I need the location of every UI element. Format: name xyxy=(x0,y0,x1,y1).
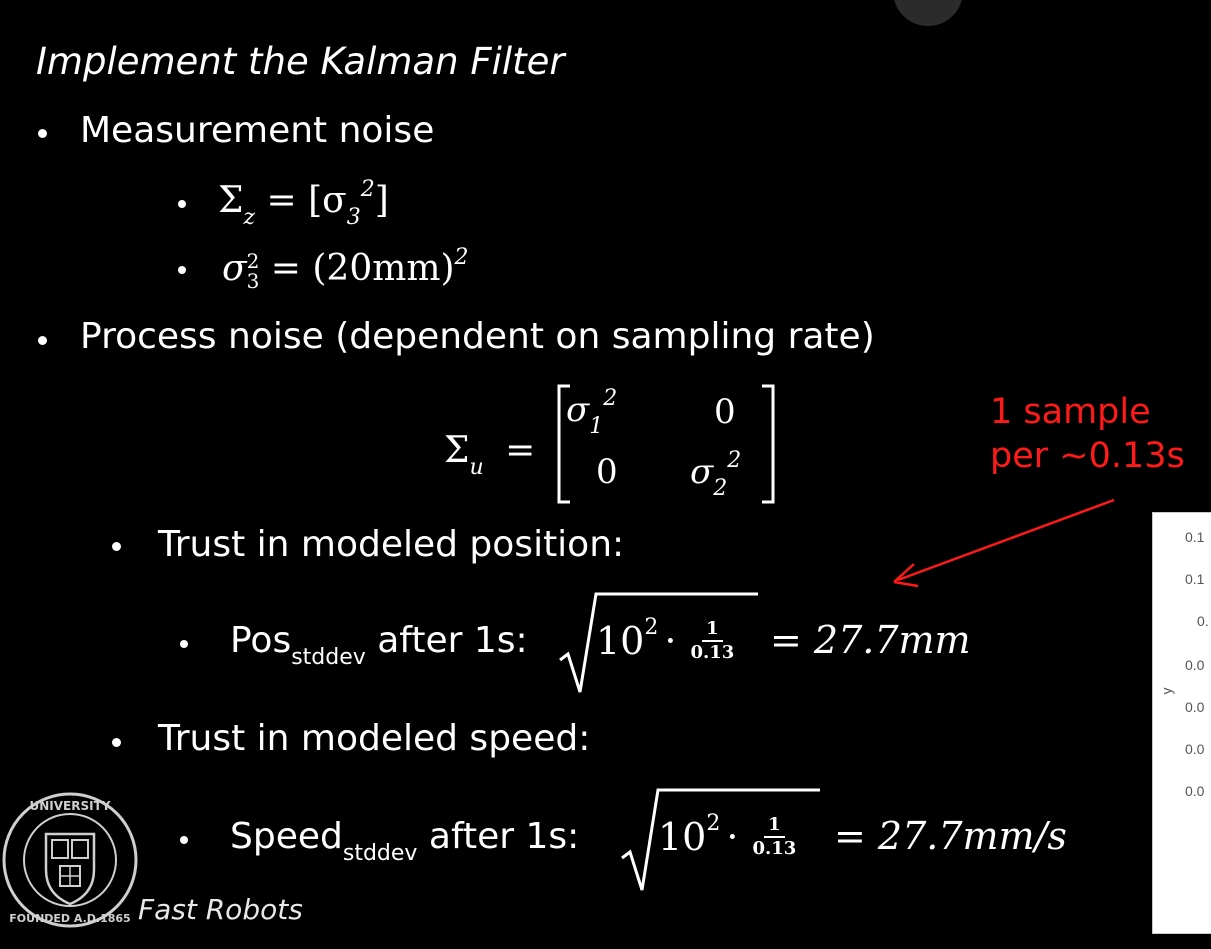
inset-tick: 0.0 xyxy=(1185,657,1205,673)
pos-result: = 27.7mm xyxy=(770,618,971,662)
pos-sqrt-content: 10 2 · 1 0.13 xyxy=(596,614,735,664)
speed-sqrt-sign xyxy=(621,788,820,891)
inset-tick: 0.1 xyxy=(1185,529,1205,545)
cornell-seal-logo: UNIVERSITY FOUNDED A.D.1865 xyxy=(2,792,138,928)
inset-tick: 0.0 xyxy=(1185,741,1205,757)
sigma-z-equation: Σz = [σ32] xyxy=(218,177,389,230)
matrix-cell-21: 0 xyxy=(596,452,618,492)
bullet-dot xyxy=(112,738,121,747)
speed-trust-heading: Trust in modeled speed: xyxy=(158,718,591,759)
annotation-line-2: per ~0.13s xyxy=(990,436,1185,476)
bullet-dot xyxy=(38,129,47,138)
inset-plot: y 0.1 0.1 0. 0.0 0.0 0.0 0.0 xyxy=(1152,512,1211,934)
close-button[interactable] xyxy=(893,0,963,26)
position-trust-heading: Trust in modeled position: xyxy=(158,524,625,565)
inset-tick: 0. xyxy=(1197,613,1209,629)
slide-title: Implement the Kalman Filter xyxy=(36,40,565,83)
speed-stddev-label: Speedstddev after 1s: xyxy=(230,816,580,866)
matrix-cell-12: 0 xyxy=(714,392,736,432)
bullet-dot xyxy=(178,200,186,208)
inset-tick: 0.1 xyxy=(1185,571,1205,587)
bullet-dot xyxy=(38,336,47,345)
svg-text:UNIVERSITY: UNIVERSITY xyxy=(30,799,111,813)
annotation-arrow xyxy=(893,498,1115,588)
pos-stddev-label: Posstddev after 1s: xyxy=(230,620,528,670)
matrix-brackets xyxy=(557,384,775,504)
annotation-line-1: 1 sample xyxy=(990,392,1151,432)
matrix-cell-11: σ12 xyxy=(566,386,618,439)
bullet-dot xyxy=(180,836,188,844)
measurement-noise-heading: Measurement noise xyxy=(80,110,435,151)
svg-text:FOUNDED A.D.1865: FOUNDED A.D.1865 xyxy=(9,912,130,925)
pos-sqrt-sign xyxy=(559,592,758,693)
matrix-cell-22: σ22 xyxy=(690,448,742,501)
inset-tick: 0.0 xyxy=(1185,783,1205,799)
bullet-dot xyxy=(178,266,186,274)
speed-result: = 27.7mm/s xyxy=(834,814,1067,858)
process-noise-heading: Process noise (dependent on sampling rat… xyxy=(80,316,875,357)
inset-tick: 0.0 xyxy=(1185,699,1205,715)
sigma-u-lhs: Σu = xyxy=(444,430,536,480)
bullet-dot xyxy=(112,542,121,551)
sample-rate-annotation: 1 sample per ~0.13s xyxy=(990,390,1185,478)
inset-y-axis-label: y xyxy=(1158,687,1175,695)
footer-course-name: Fast Robots xyxy=(138,893,303,926)
speed-sqrt-content: 10 2 · 1 0.13 xyxy=(658,810,797,860)
bullet-dot xyxy=(180,640,188,648)
